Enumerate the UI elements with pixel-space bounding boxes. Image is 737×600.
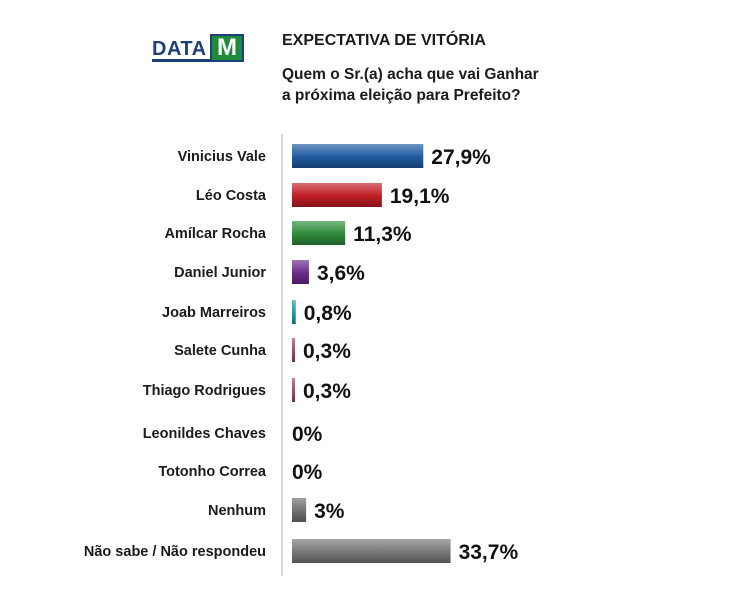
datam-logo: DATA M bbox=[152, 34, 248, 62]
category-label: Vinicius Vale bbox=[178, 149, 266, 165]
survey-question-line-2: a próxima eleição para Prefeito? bbox=[282, 87, 521, 104]
value-label: 0,3% bbox=[303, 380, 351, 403]
category-label: Daniel Junior bbox=[174, 265, 266, 281]
value-label: 19,1% bbox=[390, 185, 450, 208]
value-label: 33,7% bbox=[459, 541, 519, 564]
category-label: Amílcar Rocha bbox=[164, 226, 266, 242]
survey-question: Quem o Sr.(a) acha que vai Ganhar a próx… bbox=[282, 64, 612, 106]
value-label: 27,9% bbox=[431, 146, 491, 169]
bar bbox=[292, 539, 451, 563]
logo-underline bbox=[152, 59, 210, 62]
value-label: 3% bbox=[314, 500, 345, 523]
category-label: Não sabe / Não respondeu bbox=[84, 544, 266, 560]
bar bbox=[292, 221, 346, 245]
category-label: Salete Cunha bbox=[174, 343, 267, 359]
category-label: Totonho Correa bbox=[158, 464, 267, 480]
category-label: Nenhum bbox=[208, 503, 266, 519]
bar bbox=[292, 498, 307, 522]
category-label: Leonildes Chaves bbox=[143, 426, 266, 442]
category-label: Thiago Rodrigues bbox=[143, 383, 266, 399]
value-label: 0,8% bbox=[304, 302, 352, 325]
survey-question-line-1: Quem o Sr.(a) acha que vai Ganhar bbox=[282, 66, 539, 83]
bar bbox=[292, 183, 382, 207]
bar bbox=[292, 260, 309, 284]
value-label: 3,6% bbox=[317, 262, 365, 285]
logo-m-letter: M bbox=[217, 34, 237, 61]
category-label: Joab Marreiros bbox=[162, 305, 266, 321]
bar bbox=[292, 300, 296, 324]
logo-m-box: M bbox=[210, 34, 244, 62]
bar bbox=[292, 338, 295, 362]
value-label: 11,3% bbox=[353, 223, 412, 246]
logo-data-text: DATA bbox=[152, 38, 207, 60]
bar bbox=[292, 378, 295, 402]
value-label: 0% bbox=[292, 423, 323, 446]
bars-group: Vinicius Vale 27,9% Léo Costa 19,1% Amílcar … bbox=[84, 144, 519, 564]
bar bbox=[292, 144, 424, 168]
value-label: 0% bbox=[292, 461, 323, 484]
category-label: Léo Costa bbox=[196, 188, 267, 204]
chart-title: EXPECTATIVA DE VITÓRIA bbox=[282, 32, 486, 49]
value-label: 0,3% bbox=[303, 340, 351, 363]
